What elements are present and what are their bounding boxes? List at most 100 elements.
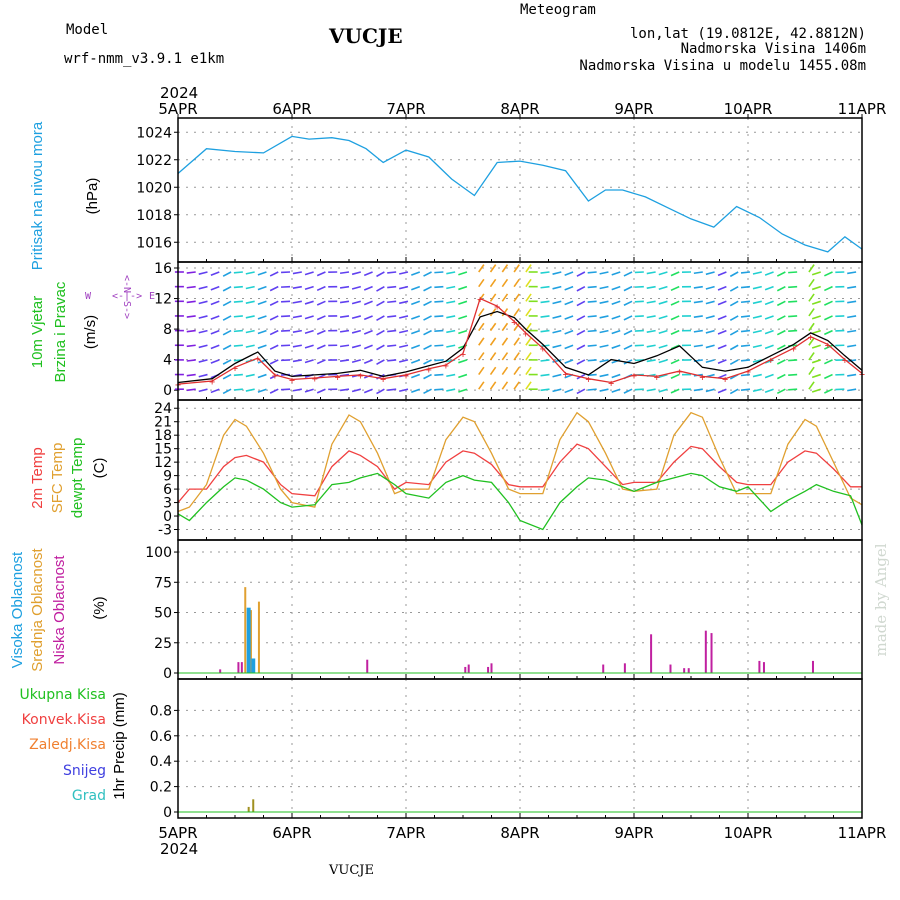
wind-barb [399, 271, 409, 275]
wind-barb [705, 315, 715, 320]
wind-barb [729, 344, 739, 351]
series-line-sfc [177, 411, 863, 513]
wind-barb [752, 285, 762, 290]
wind-barb [811, 300, 821, 305]
wind-barb [808, 337, 815, 346]
wind-barb [351, 344, 362, 349]
wind-barb [501, 381, 509, 390]
bar-mid_cloud [257, 601, 260, 673]
wind-ylabel: 10m Vjetar Brzina i Pravac (m/s) W E <-N… [29, 275, 155, 382]
wind-barb [776, 373, 786, 380]
series-line-wind_speed [177, 310, 863, 384]
wind-barb [363, 315, 373, 321]
wind-barb [198, 344, 208, 349]
bar-low_cloud [602, 664, 605, 673]
wind-barb [824, 373, 833, 380]
wind-barb [670, 315, 680, 321]
wind-barb [764, 373, 774, 379]
wind-barb [489, 293, 497, 302]
y-tick-label: 1016 [136, 235, 172, 251]
wind-barb [808, 381, 815, 390]
wind-barb [788, 373, 798, 376]
wind-barb [269, 285, 279, 292]
watermark: made by Angel [872, 543, 890, 656]
wind-barb [292, 388, 302, 392]
wind-barb [587, 373, 597, 377]
wind-barb [717, 359, 727, 365]
wind-barb [764, 315, 774, 320]
wind-barb [752, 388, 762, 393]
y-tick-label: 24 [154, 401, 172, 417]
wind-barb [186, 344, 196, 348]
wind-barb [222, 329, 232, 336]
wind-barb [764, 329, 774, 335]
wind-barb [811, 329, 821, 335]
wind-barb [411, 373, 421, 379]
wind-barb [186, 300, 196, 304]
wind-barb [540, 315, 550, 318]
wind-barb [811, 344, 821, 349]
wind-barb [257, 373, 267, 379]
wind-barb [729, 271, 739, 278]
elevation: Nadmorska Visina 1406m [681, 41, 866, 57]
wind-barb [399, 315, 409, 319]
wind-barb [824, 359, 833, 365]
gust-marker: + [209, 377, 215, 388]
wind-barb [339, 329, 350, 333]
bar-mid_cloud [244, 587, 247, 673]
wind-barb [705, 388, 715, 393]
wind-barb [576, 344, 586, 351]
wind-barb [693, 329, 703, 333]
wind-barb [304, 359, 314, 364]
wind-barb [434, 373, 444, 376]
wind-barb [376, 359, 385, 365]
wind-barb [222, 271, 232, 277]
bar-low_cloud [811, 660, 814, 673]
wind-barb [717, 373, 727, 379]
wind-barb [399, 344, 409, 349]
wind-barb [658, 359, 668, 364]
wind-barb [423, 373, 432, 380]
wind-barb [292, 285, 302, 290]
wind-barb [811, 271, 821, 276]
wind-barb [847, 359, 857, 363]
wind-barb [446, 388, 456, 392]
wind-barb [501, 352, 509, 361]
gust-marker: + [825, 340, 831, 351]
wind-barb [446, 285, 456, 290]
wind-barb [670, 388, 680, 394]
wind-barb [316, 285, 326, 292]
wind-barb [740, 359, 751, 362]
wind-barb [717, 344, 727, 350]
temperature-ylabel: 2m Temp SFC Temp dewpt Temp (C) [29, 438, 108, 519]
wind-barb [186, 359, 196, 362]
bar-low_cloud [650, 634, 653, 673]
wind-barb [376, 315, 385, 322]
wind-barb [478, 352, 485, 361]
wind-barb [623, 300, 633, 306]
wind-barb [387, 344, 397, 347]
wind-barb [376, 388, 385, 395]
wind-barb [245, 344, 255, 348]
gust-marker: + [608, 379, 614, 390]
wind-barb [245, 315, 255, 319]
wind-barb [399, 388, 409, 393]
wind-barb [623, 271, 633, 277]
wind-barb [540, 373, 550, 377]
y-tick-label: 0.8 [150, 703, 172, 719]
wind-barb [210, 271, 220, 276]
wind-barb [808, 278, 815, 288]
model-value: wrf-nmm_v3.9.1 e1km [64, 51, 224, 67]
wind-barb [411, 300, 421, 306]
legend-ukupna-kisa: Ukupna Kisa [19, 687, 106, 703]
wind-barb [233, 329, 243, 333]
wind-barb [210, 388, 220, 394]
wind-barb [611, 300, 621, 305]
wind-barb [292, 315, 302, 319]
wind-barb [501, 278, 509, 288]
wind-barb [540, 271, 550, 274]
wind-barb [339, 271, 350, 275]
series-line-temp2m [177, 443, 862, 504]
wind-barb [489, 366, 497, 376]
